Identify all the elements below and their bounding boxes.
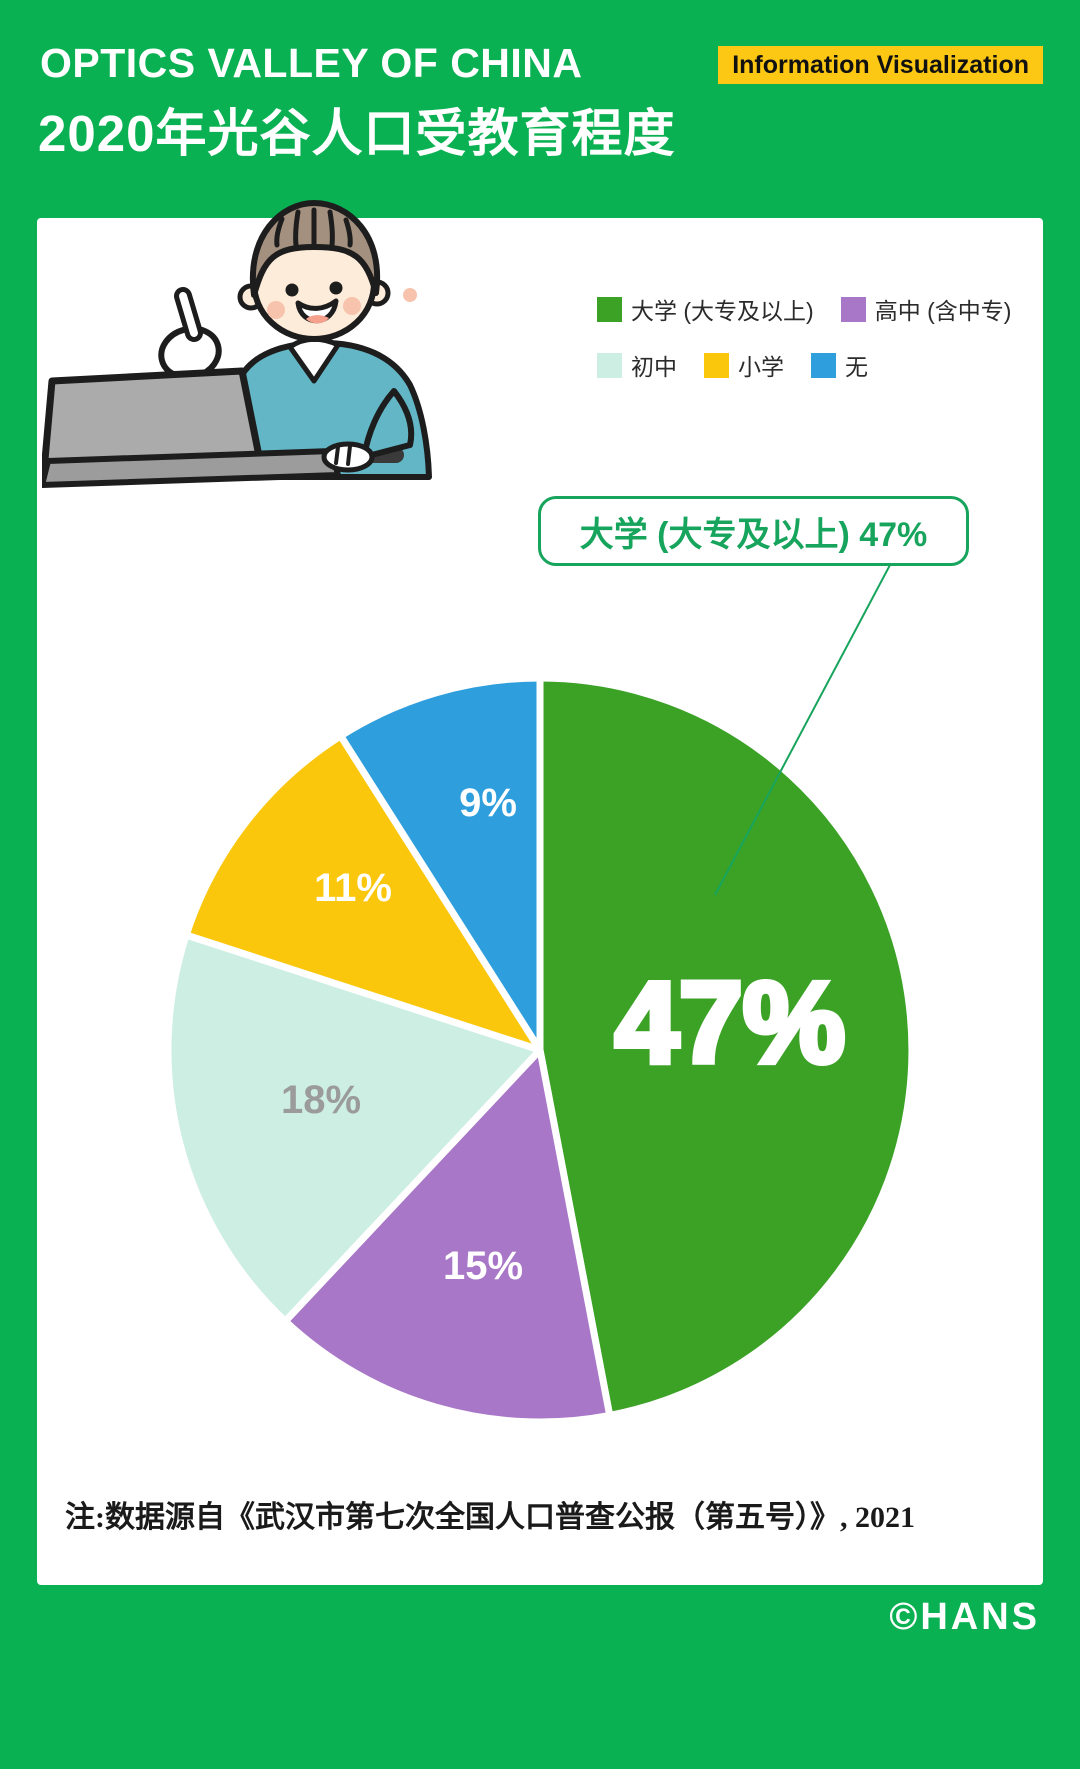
legend-item: 无 [811,348,868,382]
pie-slice-小学 [182,732,544,1054]
legend-swatch-icon [597,352,622,378]
page-title-en: OPTICS VALLEY OF CHINA [40,40,583,86]
right-eye [329,281,343,295]
face [237,200,417,342]
pink-dot [403,288,417,302]
legend-label: 初中 [631,354,677,380]
legend-row: 大学 (大专及以上) 高中 (含中专) [597,292,1038,326]
info-visualization-badge: Information Visualization [718,46,1043,84]
legend-row: 初中 小学 无 [597,348,1038,382]
legend-item: 高中 (含中专) [840,292,1012,326]
brand-credit: ©HANS [889,1596,1040,1638]
tongue [306,315,329,324]
pie-slice-label: 11% [314,866,392,910]
legend-swatch-icon [704,352,729,378]
bangs [274,207,353,248]
pointing-hand [158,287,222,381]
legend-label: 高中 (含中专) [874,298,1012,324]
legend-label: 大学 (大专及以上) [631,298,814,324]
source-note: 注:数据源自《武汉市第七次全国人口普查公报（第五号）》, 2021 [65,1501,915,1534]
person-laptop-illustration [42,200,432,488]
chart-legend: 大学 (大专及以上) 高中 (含中专) 初中 小学 无 [597,292,1038,404]
pie-slice-label: 47% [615,959,845,1087]
mouth [295,298,339,324]
pie-slice-label: 9% [459,781,517,825]
page-title-zh: 2020年光谷人口受教育程度 [38,105,676,162]
callout-label: 大学 (大专及以上) 47% [538,496,969,566]
pie-slice-label: 18% [281,1078,361,1122]
legend-label: 小学 [738,354,784,380]
left-eye [285,283,299,297]
pie-slice-label: 15% [443,1244,523,1288]
legend-item: 初中 [597,348,677,382]
legend-item: 大学 (大专及以上) [597,292,814,326]
legend-label: 无 [845,354,868,380]
blush [267,301,285,319]
fingers [334,444,352,466]
pie-slice-高中 (含中专) [281,1046,614,1426]
legend-item: 小学 [704,348,784,382]
laptop-base [42,448,341,488]
pie-slice-初中 [164,931,544,1325]
legend-swatch-icon [597,296,622,322]
chart-card: 大学 (大专及以上) 高中 (含中专) 初中 小学 无 大学 (大专及以上) 47% 4… [37,200,1043,1585]
pie-slice-无 [337,674,544,1054]
legend-swatch-icon [840,296,866,322]
blush [343,297,361,315]
callout-text: 大学 (大专及以上) 47% [579,515,928,554]
legend-swatch-icon [811,352,836,378]
pie-chart: 47% 15% 18% 11% 9% [164,674,916,1426]
